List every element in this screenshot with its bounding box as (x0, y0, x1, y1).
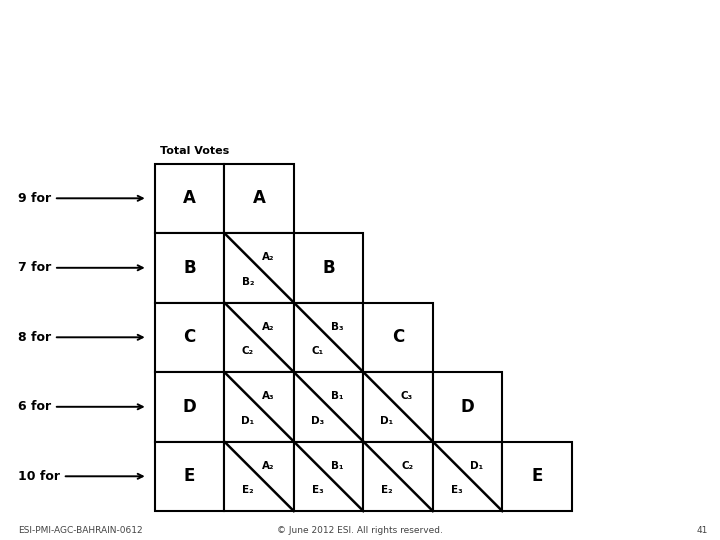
Text: C₃: C₃ (401, 392, 413, 401)
Bar (155, 164, 225, 233)
Text: © June 2012 ESI. All rights reserved.: © June 2012 ESI. All rights reserved. (277, 525, 443, 535)
Text: D₁: D₁ (241, 416, 254, 426)
Bar (225, 233, 294, 302)
Bar (225, 164, 294, 233)
Bar (225, 442, 294, 511)
Text: E: E (184, 467, 195, 485)
Bar (433, 442, 503, 511)
Bar (364, 302, 433, 372)
Text: Total Votes: Total Votes (160, 146, 229, 156)
Text: B₁: B₁ (331, 392, 344, 401)
Text: 41: 41 (697, 525, 708, 535)
Text: E₂: E₂ (381, 485, 392, 495)
Text: 7 for: 7 for (18, 261, 143, 274)
Bar (155, 372, 225, 442)
Text: 10 for: 10 for (18, 470, 143, 483)
Text: Pairwise Comparison - Dominance Count: Pairwise Comparison - Dominance Count (18, 38, 683, 66)
Bar (155, 233, 225, 302)
Text: D₁: D₁ (470, 461, 483, 471)
Text: E₃: E₃ (451, 485, 462, 495)
Bar (155, 442, 225, 511)
Text: A: A (253, 190, 266, 207)
Bar (364, 372, 433, 442)
Text: E₂: E₂ (242, 485, 253, 495)
Text: C: C (392, 328, 404, 346)
Text: C₁: C₁ (311, 346, 323, 356)
Bar (225, 302, 294, 372)
Text: B: B (323, 259, 335, 277)
Text: B: B (183, 259, 196, 277)
Text: D: D (461, 398, 474, 416)
Text: C: C (184, 328, 196, 346)
Text: A₃: A₃ (262, 392, 274, 401)
Text: D₃: D₃ (311, 416, 324, 426)
Text: A₂: A₂ (262, 252, 274, 262)
Text: 8 for: 8 for (18, 331, 143, 344)
Bar (225, 372, 294, 442)
Bar (294, 233, 364, 302)
Bar (503, 442, 572, 511)
Bar (294, 302, 364, 372)
Text: B₂: B₂ (242, 276, 254, 287)
Text: E₃: E₃ (312, 485, 323, 495)
Text: C₂: C₂ (401, 461, 413, 471)
Text: ESI-PMI-AGC-BAHRAIN-0612: ESI-PMI-AGC-BAHRAIN-0612 (18, 525, 143, 535)
Bar (433, 372, 503, 442)
Bar (155, 302, 225, 372)
Text: A: A (183, 190, 196, 207)
Text: B₁: B₁ (331, 461, 344, 471)
Text: 9 for: 9 for (18, 192, 143, 205)
Bar (364, 442, 433, 511)
Text: E: E (531, 467, 543, 485)
Text: B₃: B₃ (331, 322, 344, 332)
Bar (294, 442, 364, 511)
Bar (294, 372, 364, 442)
Text: 6 for: 6 for (18, 400, 143, 413)
Text: D: D (183, 398, 197, 416)
Text: C₂: C₂ (242, 346, 254, 356)
Text: A₂: A₂ (262, 461, 274, 471)
Text: D₁: D₁ (380, 416, 394, 426)
Text: A₂: A₂ (262, 322, 274, 332)
